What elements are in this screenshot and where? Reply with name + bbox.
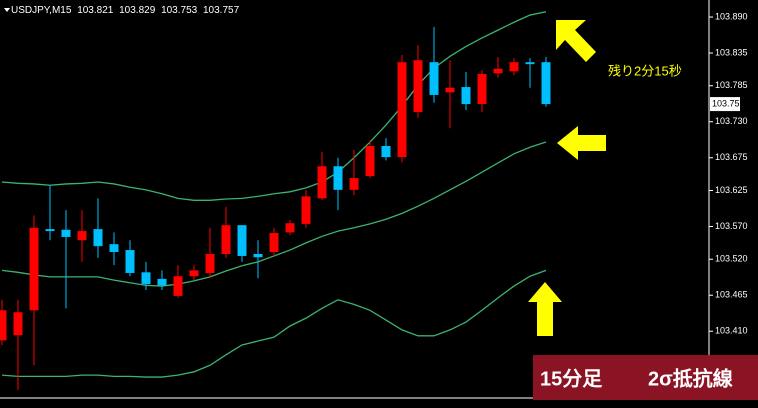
menu-triangle <box>4 8 10 12</box>
candle-body <box>285 223 295 233</box>
candle-body <box>445 87 455 93</box>
candle-body <box>253 253 263 258</box>
timeframe-label: 15分足 <box>540 367 603 390</box>
arrow <box>528 282 562 336</box>
candle-body <box>0 310 7 341</box>
ohlc-close: 103.757 <box>203 5 240 16</box>
candle-body <box>477 73 487 105</box>
candle-body <box>365 145 375 177</box>
candle-body <box>397 62 407 158</box>
candle-body <box>237 225 247 256</box>
candle-body <box>381 145 391 158</box>
y-tick-label: 103.890 <box>715 11 748 21</box>
countdown: 残り2分15秒 <box>608 63 682 78</box>
candle-body <box>141 272 151 285</box>
y-tick-label: 103.730 <box>715 116 748 126</box>
candle-body <box>269 233 279 253</box>
candle-body <box>429 62 439 95</box>
candle-body <box>45 229 55 232</box>
plot-area <box>0 11 551 391</box>
candle-body <box>93 229 103 247</box>
arrow <box>557 126 606 160</box>
band-line <box>1 269 547 378</box>
candle-body <box>77 231 87 241</box>
candle-body <box>301 196 311 224</box>
y-tick-label: 103.520 <box>715 254 748 264</box>
candle-body <box>541 62 551 105</box>
y-tick-label: 103.570 <box>715 221 748 231</box>
arrow <box>556 20 596 62</box>
candle-body <box>525 62 535 65</box>
candle-body <box>493 68 503 74</box>
y-tick-label: 103.835 <box>715 47 748 57</box>
candle-body <box>461 87 471 105</box>
candle-body <box>509 62 519 72</box>
band-line <box>1 11 547 201</box>
candle-body <box>173 276 183 296</box>
ohlc-high: 103.829 <box>119 5 156 16</box>
y-tick-label: 103.785 <box>715 80 748 90</box>
y-tick-label: 103.465 <box>715 290 748 300</box>
candle-body <box>13 312 23 336</box>
candle-body <box>61 229 71 237</box>
candle-body <box>349 178 359 190</box>
candle-body <box>125 250 135 273</box>
candle-body <box>109 244 119 253</box>
candle-body <box>333 166 343 190</box>
symbol: USDJPY,M15 <box>11 5 72 16</box>
header: USDJPY,M15 103.821 103.829 103.753 103.7… <box>11 5 240 16</box>
candle-body <box>317 166 327 199</box>
ohlc-low: 103.753 <box>161 5 198 16</box>
candle-body <box>413 60 423 112</box>
candle-body <box>29 227 39 311</box>
candle-body <box>157 278 167 286</box>
y-tick-label: 103.410 <box>715 326 748 336</box>
price-label-box <box>710 97 740 112</box>
label-box <box>533 355 758 400</box>
y-tick-label: 103.625 <box>715 185 748 195</box>
ohlc-open: 103.821 <box>77 5 114 16</box>
candle-body <box>189 270 199 277</box>
band-label: 2σ抵抗線 <box>648 366 733 390</box>
candle-body <box>205 253 215 273</box>
candle-body <box>221 225 231 254</box>
y-tick-label: 103.675 <box>715 152 748 162</box>
price-label: 103.757 <box>712 98 745 108</box>
